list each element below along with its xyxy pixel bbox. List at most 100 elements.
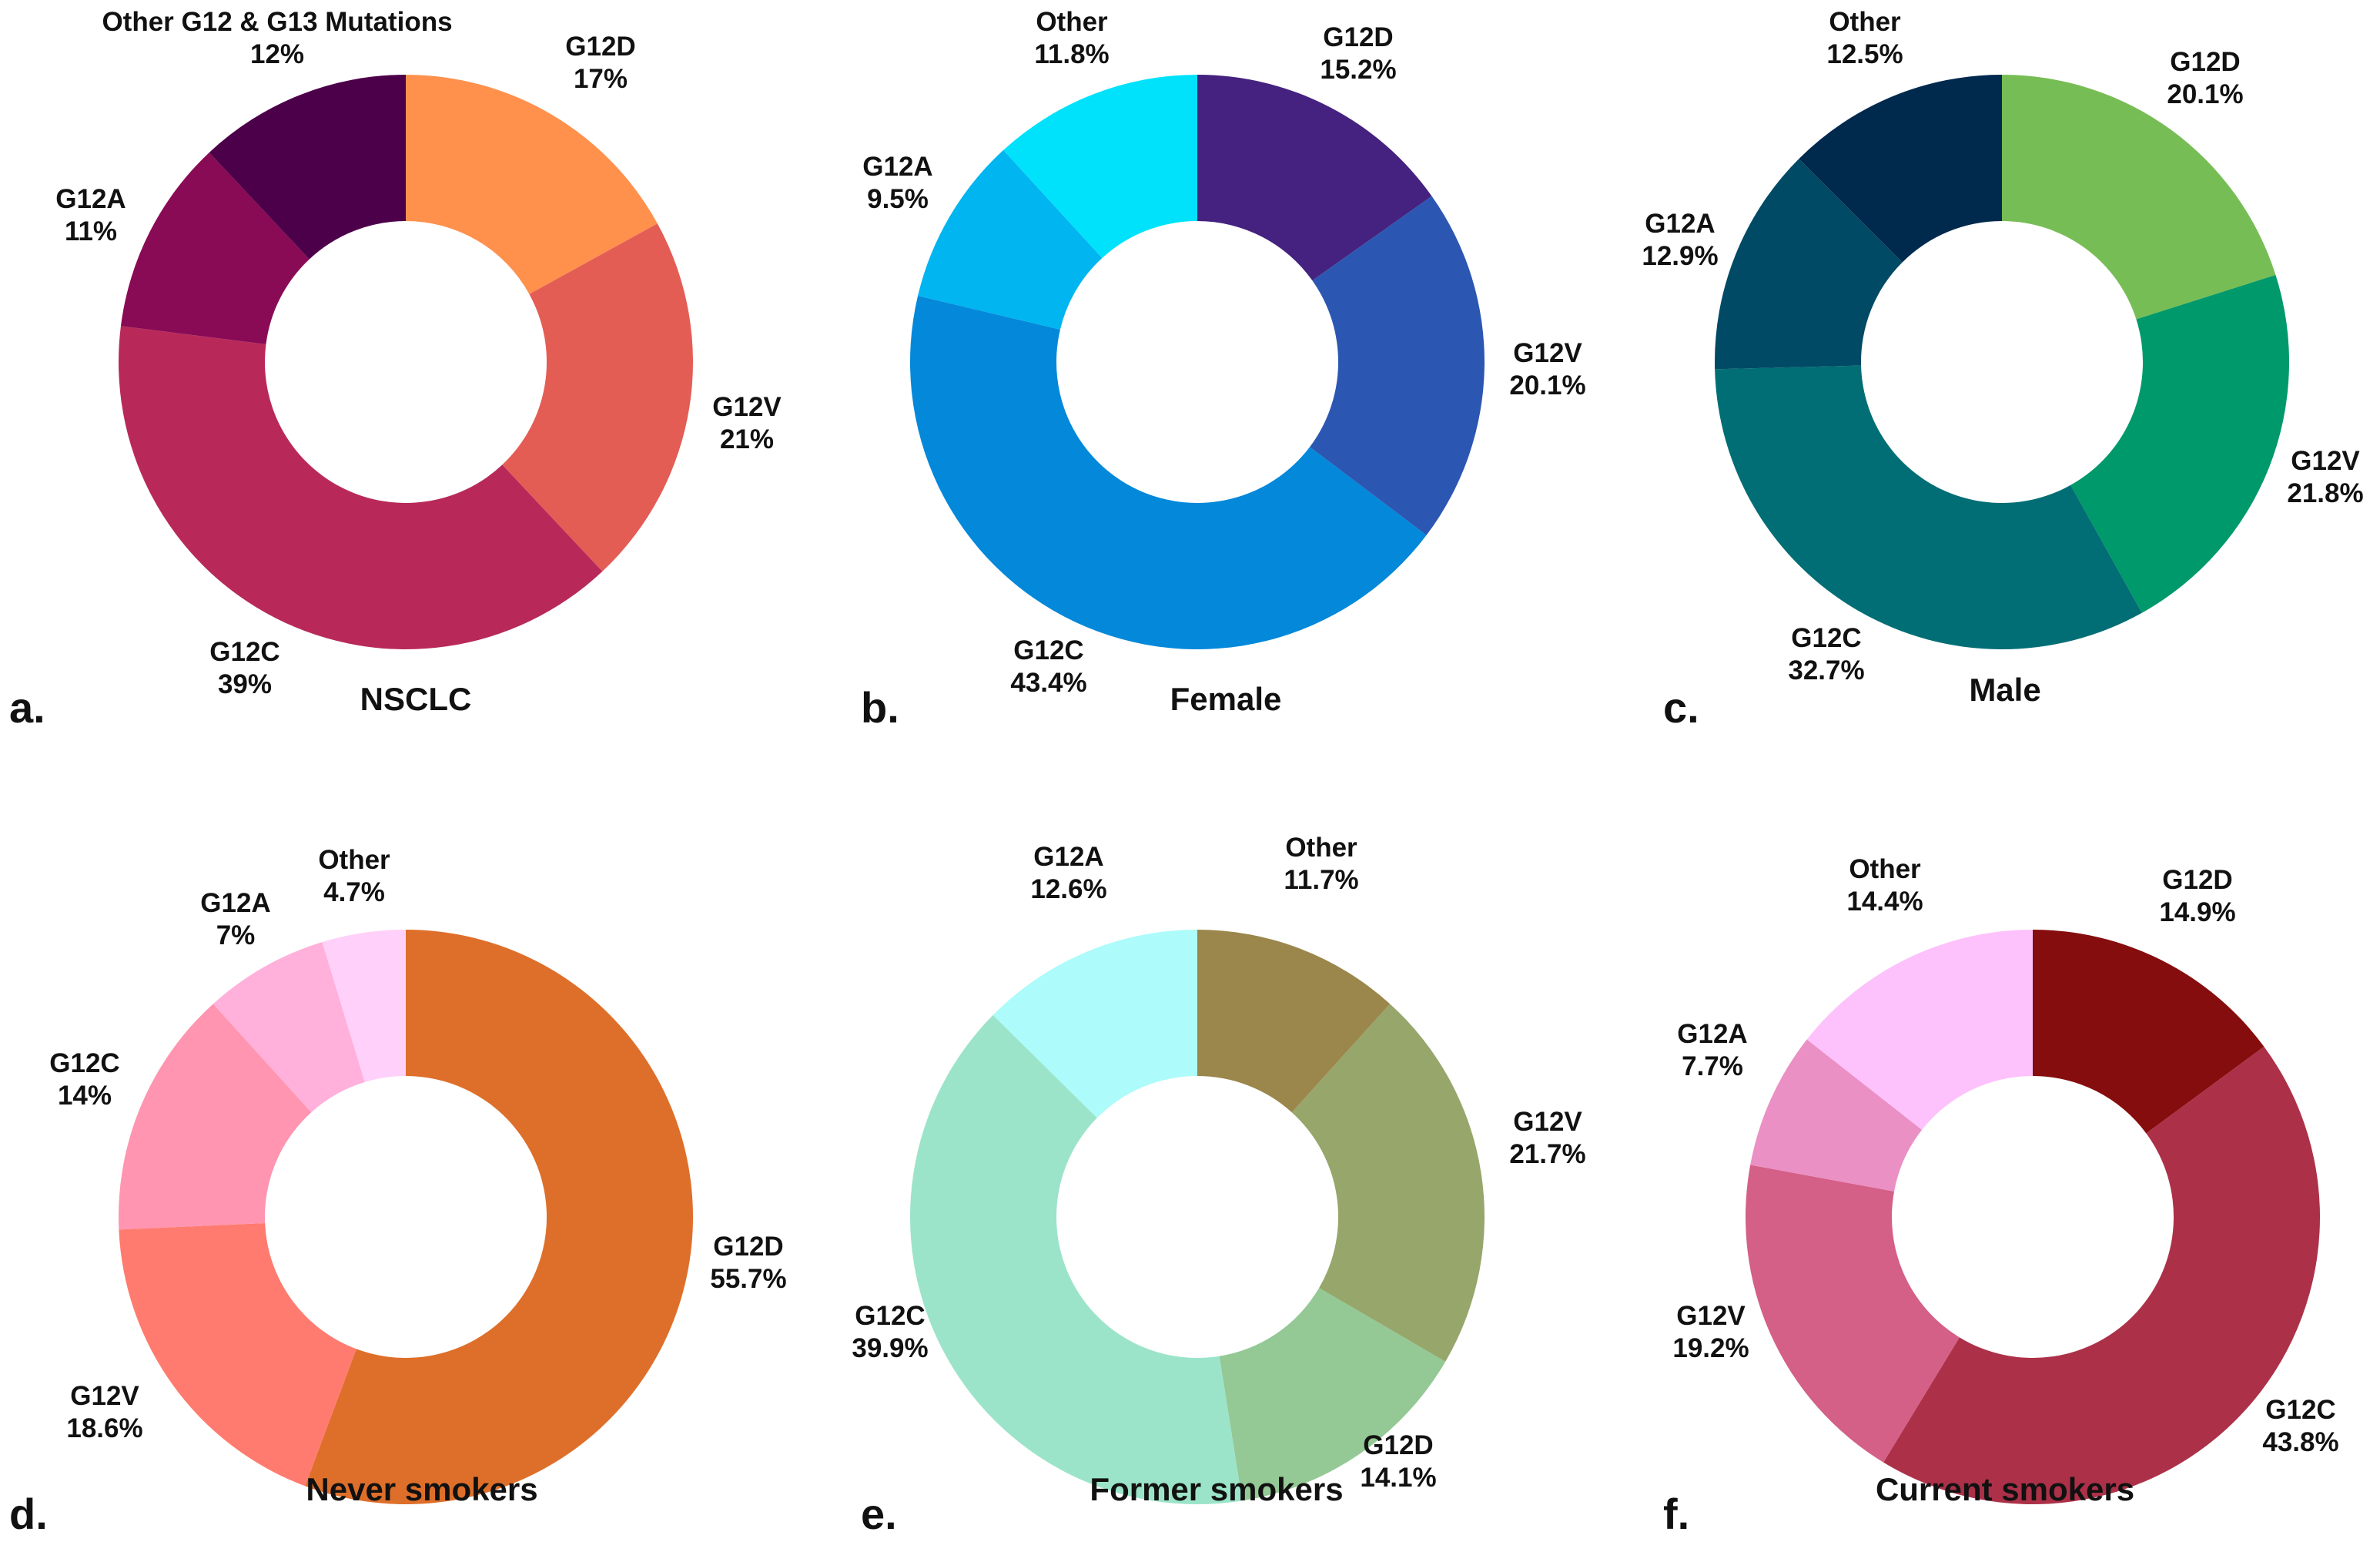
slice-value-g12c: 43.4% (1010, 668, 1086, 698)
slice-g12a (120, 153, 310, 345)
slice-label-g12a: G12A (862, 152, 932, 182)
slice-value-g12c: 39% (218, 669, 272, 699)
slice-g12c (1883, 1046, 2321, 1505)
slice-g12d (2033, 930, 2265, 1134)
slice-g12v (119, 1223, 356, 1487)
slice-label-g12c: G12C (1791, 623, 1861, 653)
slice-value-other: 12.5% (1826, 39, 1903, 69)
slice-g12v (1291, 1004, 1485, 1362)
slice-other-g12-and-g13-mutations (209, 75, 406, 260)
slice-value-other-g12-and-g13-mutations: 12% (250, 39, 304, 69)
slice-label-other: Other (1285, 833, 1357, 863)
slice-label-g12v: G12V (712, 392, 782, 422)
slice-g12d (2002, 75, 2276, 320)
slice-label-other: Other (318, 845, 390, 875)
slice-value-other: 11.7% (1284, 865, 1358, 895)
slice-value-g12c: 32.7% (1788, 655, 1864, 685)
slice-label-g12c: G12C (49, 1048, 119, 1078)
chart-title: Current smokers (1876, 1471, 2134, 1507)
slice-label-other: Other (1849, 854, 1921, 884)
slice-label-g12v: G12V (1676, 1301, 1746, 1331)
slice-g12d (1219, 1288, 1446, 1501)
slice-label-g12v: G12V (1513, 338, 1582, 368)
slice-g12v (502, 223, 694, 572)
slice-label-other-g12-and-g13-mutations: Other G12 & G13 Mutations (102, 7, 452, 37)
slice-value-g12a: 11% (65, 216, 117, 246)
slice-label-g12a: G12A (200, 888, 270, 918)
slice-g12a (1715, 159, 1903, 370)
slice-value-g12c: 39.9% (852, 1333, 928, 1363)
chart-title: Female (1170, 681, 1282, 717)
slice-value-g12c: 14% (58, 1081, 112, 1111)
slice-label-g12v: G12V (2291, 446, 2360, 476)
panel-letter: f. (1663, 1490, 1689, 1538)
chart-title: NSCLC (360, 681, 472, 717)
slice-label-other: Other (1829, 7, 1901, 37)
slice-label-g12d: G12D (2162, 865, 2232, 895)
slice-other (1003, 75, 1197, 259)
slice-g12a (918, 149, 1103, 330)
panel-letter: e. (861, 1490, 897, 1538)
slice-label-g12v: G12V (1513, 1107, 1582, 1137)
slice-label-g12c: G12C (855, 1301, 925, 1331)
slice-label-g12c: G12C (1013, 635, 1083, 665)
slice-value-g12v: 21.7% (1509, 1139, 1585, 1169)
slice-g12v (1745, 1165, 1960, 1463)
slice-label-g12d: G12D (565, 32, 635, 62)
slice-other (1799, 75, 2002, 263)
slice-value-g12d: 15.2% (1320, 55, 1396, 85)
slice-label-g12a: G12A (1645, 209, 1715, 239)
slice-g12c (909, 296, 1427, 650)
slice-label-g12a: G12A (1677, 1019, 1747, 1049)
slice-label-g12v: G12V (70, 1381, 139, 1411)
slice-value-g12d: 17% (574, 64, 628, 94)
slice-label-other: Other (1036, 7, 1108, 37)
panel-letter: c. (1663, 683, 1699, 732)
slice-g12a (1750, 1039, 1923, 1192)
slice-value-g12v: 21.8% (2287, 478, 2363, 508)
slice-value-g12v: 19.2% (1672, 1333, 1749, 1363)
slice-value-g12a: 7% (216, 920, 256, 950)
slice-value-g12d: 55.7% (710, 1264, 786, 1294)
slice-value-g12d: 20.1% (2167, 79, 2243, 109)
slice-label-g12d: G12D (1323, 22, 1393, 52)
slice-value-g12a: 12.9% (1642, 241, 1718, 271)
slice-label-g12c: G12C (209, 637, 280, 667)
slice-g12c (118, 326, 603, 650)
panel-letter: a. (9, 683, 45, 732)
slice-g12v (1310, 196, 1485, 535)
slice-value-other: 4.7% (323, 877, 385, 907)
slice-label-g12d: G12D (1363, 1430, 1433, 1460)
slice-value-g12d: 14.1% (1360, 1463, 1436, 1493)
slice-label-g12d: G12D (713, 1232, 783, 1262)
slice-label-g12a: G12A (55, 184, 126, 214)
slice-g12c (909, 1014, 1243, 1505)
slice-value-g12v: 21% (720, 424, 774, 454)
slice-value-g12a: 9.5% (867, 184, 929, 214)
slice-g12v (2070, 274, 2289, 613)
chart-title: Never smokers (306, 1471, 537, 1507)
chart-title: Male (1969, 672, 2040, 708)
slice-g12a (213, 942, 365, 1113)
slice-label-g12d: G12D (2170, 47, 2240, 77)
slice-g12d (406, 75, 658, 294)
slice-value-g12a: 12.6% (1030, 874, 1106, 904)
slice-value-other: 11.8% (1034, 39, 1109, 69)
slice-label-g12c: G12C (2265, 1395, 2335, 1425)
chart-title: Former smokers (1090, 1471, 1343, 1507)
slice-g12c (118, 1004, 312, 1230)
slice-value-g12d: 14.9% (2159, 897, 2235, 927)
slice-value-g12v: 20.1% (1509, 370, 1585, 401)
slice-g12d (305, 930, 694, 1504)
slice-other (322, 930, 406, 1082)
slice-value-other: 14.4% (1846, 887, 1923, 917)
slice-g12c (1715, 365, 2142, 649)
slice-g12d (1197, 75, 1432, 281)
slice-value-g12c: 43.8% (2262, 1427, 2338, 1457)
